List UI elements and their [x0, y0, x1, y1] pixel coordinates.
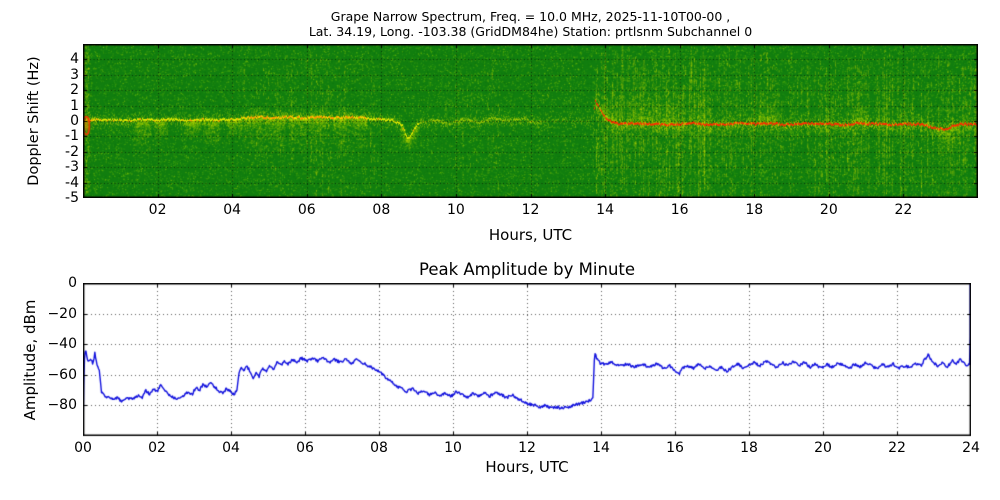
spectrogram-ytick-label: -4 [65, 174, 79, 191]
spectrogram-canvas [83, 44, 978, 198]
spectrogram-xtick-label: 20 [819, 202, 838, 218]
amplitude-ytick-label: −40 [47, 336, 77, 353]
spectrogram-ytick-label: 1 [70, 97, 79, 114]
spectrogram-xtick-label: 16 [670, 202, 689, 218]
amplitude-ytick-label: −80 [47, 397, 77, 414]
spectrogram-xtick-label: 14 [596, 202, 614, 218]
spectrogram-xtick-label: 18 [745, 202, 764, 218]
amplitude-xlabel: Hours, UTC [485, 458, 569, 476]
amplitude-xtick-label: 04 [222, 440, 240, 456]
spectrogram-xtick-label: 08 [372, 202, 391, 218]
spectrogram-title: Grape Narrow Spectrum, Freq. = 10.0 MHz,… [330, 9, 731, 24]
spectrogram-ytick-label: 2 [70, 82, 79, 99]
amplitude-xtick-label: 24 [962, 440, 980, 456]
spectrogram-ytick-label: -3 [65, 159, 79, 176]
spectrogram-xtick-label: 12 [521, 202, 540, 218]
spectrogram-xtick-label: 06 [297, 202, 316, 218]
spectrogram-xtick-label: 10 [446, 202, 465, 218]
amplitude-xtick-label: 12 [518, 440, 536, 456]
amplitude-xtick-label: 10 [444, 440, 462, 456]
spectrogram-ytick-label: 0 [70, 113, 79, 129]
amplitude-xtick-label: 18 [740, 440, 758, 456]
amplitude-xtick-label: 22 [888, 440, 906, 456]
amplitude-xtick-label: 16 [666, 440, 684, 456]
amplitude-ytick-label: 0 [68, 275, 77, 291]
amplitude-xtick-label: 08 [370, 440, 388, 456]
amplitude-xtick-label: 14 [592, 440, 610, 456]
spectrogram-xtick-label: 02 [148, 202, 167, 218]
amplitude-title: Peak Amplitude by Minute [418, 260, 636, 279]
spectrogram-ytick-label: -1 [65, 128, 79, 145]
amplitude-xtick-label: 20 [814, 440, 832, 456]
spectrogram-subtitle: Lat. 34.19, Long. -103.38 (GridDM84he) S… [308, 24, 753, 39]
spectrogram-xtick-label: 04 [223, 202, 242, 218]
spectrogram-xlabel: Hours, UTC [488, 226, 573, 244]
spectrogram-xtick-label: 22 [894, 202, 913, 218]
spectrogram-ytick-label: 4 [70, 51, 79, 68]
amplitude-xtick-label: 06 [296, 440, 314, 456]
amplitude-canvas [83, 283, 971, 438]
spectrogram-ytick-label: 3 [70, 66, 79, 83]
spectrogram-ytick-label: -2 [65, 143, 79, 160]
amplitude-ytick-label: −20 [47, 305, 77, 322]
amplitude-ytick-label: −60 [47, 366, 77, 383]
amplitude-xtick-label: 02 [148, 440, 166, 456]
amplitude-xtick-label: 00 [74, 440, 92, 456]
spectrogram-ytick-label: -5 [65, 190, 79, 206]
